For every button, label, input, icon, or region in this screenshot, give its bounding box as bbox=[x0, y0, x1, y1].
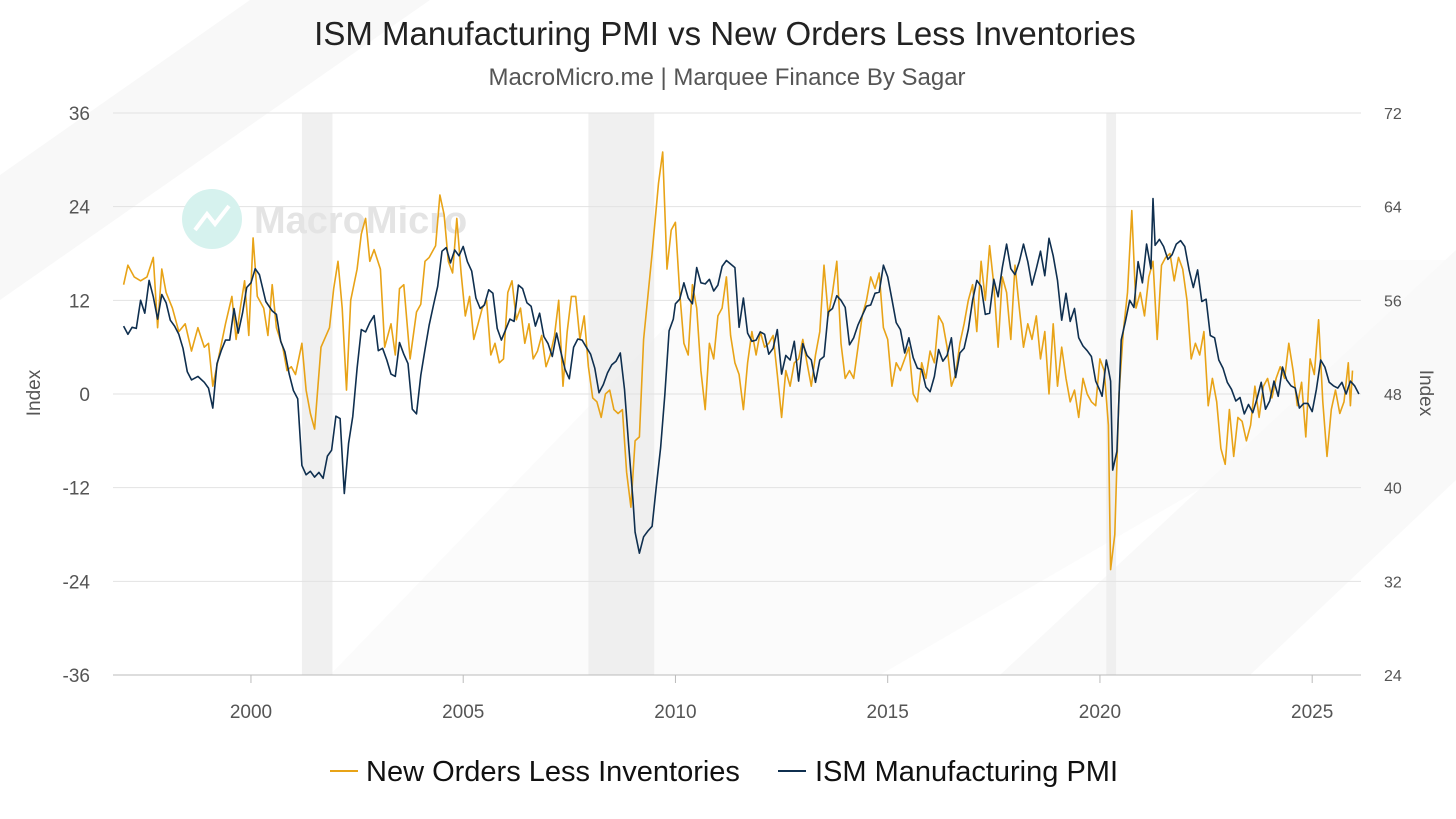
legend-item-ism-pmi[interactable]: ISM Manufacturing PMI bbox=[778, 756, 1118, 788]
y-right-tick-label: 32 bbox=[1384, 574, 1402, 591]
watermark-logo-mark bbox=[193, 204, 231, 232]
x-axis: 2000 2005 2010 2015 2020 2025 bbox=[230, 675, 1333, 723]
y-axis-left: 36 24 12 0 -12 -24 -36 bbox=[63, 104, 91, 687]
y-axis-right-title: Index bbox=[1415, 370, 1436, 417]
legend: New Orders Less Inventories ISM Manufact… bbox=[330, 756, 1118, 788]
legend-label-new-orders: New Orders Less Inventories bbox=[366, 756, 740, 788]
series-lines bbox=[122, 151, 1360, 571]
y-left-tick-label: 0 bbox=[79, 385, 90, 406]
y-left-tick-label: -12 bbox=[63, 479, 90, 500]
y-right-tick-label: 72 bbox=[1384, 106, 1402, 123]
chart-subtitle: MacroMicro.me | Marquee Finance By Sagar bbox=[488, 64, 965, 91]
x-tick-label: 2025 bbox=[1291, 702, 1333, 723]
series-line-new-orders bbox=[122, 151, 1354, 571]
background-decoration bbox=[0, 0, 1456, 675]
x-tick-label: 2010 bbox=[654, 702, 696, 723]
chart-title: ISM Manufacturing PMI vs New Orders Less… bbox=[314, 15, 1136, 52]
y-left-tick-label: -24 bbox=[63, 572, 91, 593]
legend-label-ism-pmi: ISM Manufacturing PMI bbox=[815, 756, 1118, 788]
x-tick-label: 2020 bbox=[1079, 702, 1121, 723]
y-right-tick-label: 56 bbox=[1384, 293, 1402, 310]
y-left-tick-label: 36 bbox=[69, 104, 90, 125]
gridlines bbox=[113, 112, 1361, 676]
y-left-tick-label: -36 bbox=[63, 666, 90, 687]
series-line-ism-pmi bbox=[122, 197, 1360, 555]
y-left-tick-label: 12 bbox=[69, 291, 90, 312]
y-axis-left-title: Index bbox=[24, 369, 45, 416]
x-tick-label: 2000 bbox=[230, 702, 272, 723]
x-tick-label: 2015 bbox=[867, 702, 909, 723]
x-tick-label: 2005 bbox=[442, 702, 484, 723]
y-right-tick-label: 48 bbox=[1384, 387, 1402, 404]
y-axis-right: 72 64 56 48 40 32 24 bbox=[1384, 106, 1402, 685]
legend-item-new-orders[interactable]: New Orders Less Inventories bbox=[330, 756, 740, 788]
y-right-tick-label: 40 bbox=[1384, 481, 1402, 498]
y-right-tick-label: 64 bbox=[1384, 200, 1402, 217]
y-right-tick-label: 24 bbox=[1384, 668, 1402, 685]
y-left-tick-label: 24 bbox=[69, 198, 91, 219]
